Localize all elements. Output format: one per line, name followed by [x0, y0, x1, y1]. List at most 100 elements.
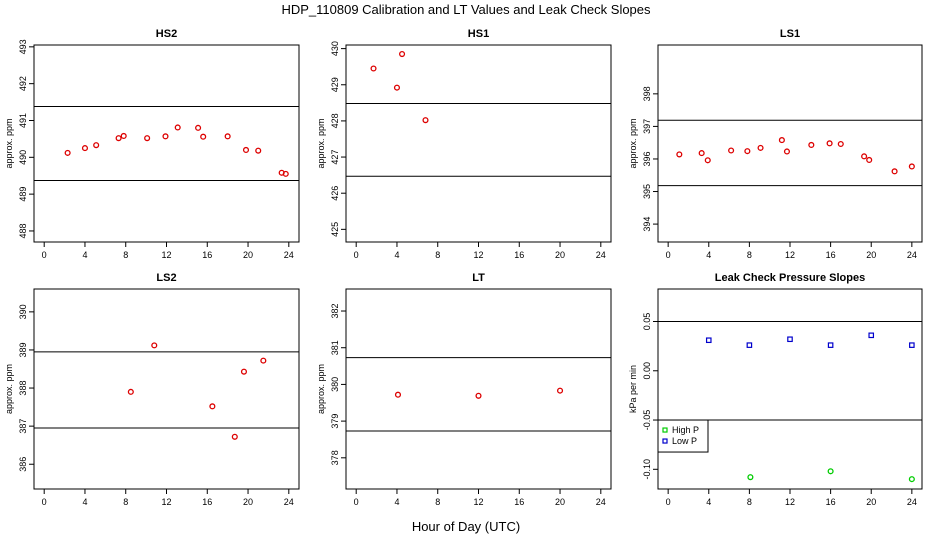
y-tick-label: 381 — [330, 340, 340, 355]
x-tick-label: 16 — [514, 497, 524, 507]
legend-box — [657, 419, 709, 453]
panel-title: Leak Check Pressure Slopes — [715, 272, 865, 284]
data-point — [127, 388, 134, 395]
y-tick-label: 397 — [642, 119, 652, 134]
y-tick-label: 491 — [18, 113, 28, 128]
y-axis-label: approx. ppm — [4, 364, 14, 414]
plot-frame — [33, 44, 300, 243]
y-axis-label: approx. ppm — [316, 364, 326, 414]
data-point — [370, 65, 377, 72]
data-point — [757, 144, 764, 151]
data-point — [746, 342, 753, 348]
y-axis-label: approx. ppm — [316, 118, 326, 168]
x-tick-label: 4 — [82, 250, 87, 260]
y-tick-label: 490 — [18, 150, 28, 165]
data-point — [909, 342, 915, 348]
data-point — [115, 135, 122, 142]
x-tick-label: 16 — [514, 250, 524, 260]
x-tick-label: 20 — [866, 250, 876, 260]
data-point — [394, 391, 402, 398]
y-tick-label: 493 — [18, 39, 28, 54]
y-tick-label: 488 — [18, 223, 28, 238]
panel-5: LT approx. ppm 0 4 8 12 16 20 24 378 379 380 381 382 — [316, 272, 612, 507]
data-point — [704, 157, 711, 164]
x-tick-label: 4 — [82, 497, 87, 507]
y-tick-label: 427 — [330, 150, 340, 165]
x-tick-label: 12 — [785, 497, 795, 507]
x-tick-label: 4 — [394, 497, 399, 507]
legend-label: Low P — [672, 436, 697, 446]
data-point — [260, 357, 267, 364]
data-point — [64, 149, 71, 156]
data-point — [837, 140, 844, 148]
plot-frame — [657, 44, 923, 243]
data-point — [200, 133, 207, 140]
data-point — [728, 147, 735, 154]
y-tick-label: 396 — [642, 151, 652, 166]
data-point — [778, 137, 785, 144]
data-point — [676, 151, 683, 158]
data-point — [422, 117, 429, 124]
x-tick-label: 8 — [747, 250, 752, 260]
y-tick-label: 426 — [330, 186, 340, 201]
data-point — [908, 163, 915, 170]
x-axis-label: Hour of Day (UTC) — [412, 519, 520, 534]
data-point — [827, 468, 834, 475]
panel-title: HS2 — [156, 28, 177, 40]
y-tick-label: 0.05 — [642, 313, 652, 331]
y-axis-label: approx. ppm — [4, 118, 14, 168]
x-tick-label: 8 — [123, 497, 128, 507]
x-tick-label: 12 — [473, 250, 483, 260]
x-tick-label: 24 — [907, 250, 917, 260]
panel-6: Leak Check Pressure Slopes kPa per min 0 4 8… — [628, 272, 923, 507]
plot-frame — [345, 288, 612, 490]
data-point — [144, 135, 151, 142]
x-tick-label: 4 — [394, 250, 399, 260]
x-tick-label: 8 — [747, 497, 752, 507]
x-tick-label: 12 — [473, 497, 483, 507]
x-tick-label: 16 — [202, 497, 212, 507]
data-point — [240, 368, 248, 375]
y-tick-label: 379 — [330, 414, 340, 429]
y-tick-label: 389 — [18, 342, 28, 357]
y-tick-label: 428 — [330, 113, 340, 128]
x-tick-label: 24 — [596, 497, 606, 507]
data-point — [698, 150, 705, 157]
legend-marker — [662, 427, 668, 433]
data-point — [209, 403, 216, 410]
x-tick-label: 16 — [202, 250, 212, 260]
y-axis-label: kPa per min — [628, 365, 638, 413]
x-tick-label: 24 — [596, 250, 606, 260]
y-tick-label: 394 — [642, 217, 652, 232]
x-tick-label: 0 — [42, 250, 47, 260]
x-tick-label: 8 — [123, 250, 128, 260]
panel-4: LS2 approx. ppm 0 4 8 12 16 20 24 386 387 388 389 390 — [4, 272, 300, 507]
panel-title: LS1 — [780, 28, 800, 40]
x-tick-label: 12 — [161, 497, 171, 507]
data-point — [808, 141, 815, 149]
panel-title: LT — [472, 272, 485, 284]
x-tick-label: 16 — [826, 497, 836, 507]
y-tick-label: 429 — [330, 77, 340, 92]
x-tick-label: 20 — [555, 497, 565, 507]
y-tick-label: 378 — [330, 450, 340, 465]
y-tick-label: 395 — [642, 184, 652, 199]
data-point — [747, 474, 754, 481]
y-tick-label: 380 — [330, 377, 340, 392]
data-point — [393, 84, 401, 91]
y-tick-label: 386 — [18, 457, 28, 472]
x-tick-label: 20 — [243, 250, 253, 260]
data-point — [120, 132, 127, 140]
y-tick-label: 489 — [18, 187, 28, 202]
data-point — [81, 145, 89, 152]
data-point — [556, 387, 564, 394]
data-point — [93, 142, 100, 149]
data-point — [224, 133, 231, 140]
data-point — [787, 336, 793, 343]
x-tick-label: 0 — [42, 497, 47, 507]
y-axis-label: approx. ppm — [628, 118, 638, 168]
data-point — [475, 392, 482, 399]
